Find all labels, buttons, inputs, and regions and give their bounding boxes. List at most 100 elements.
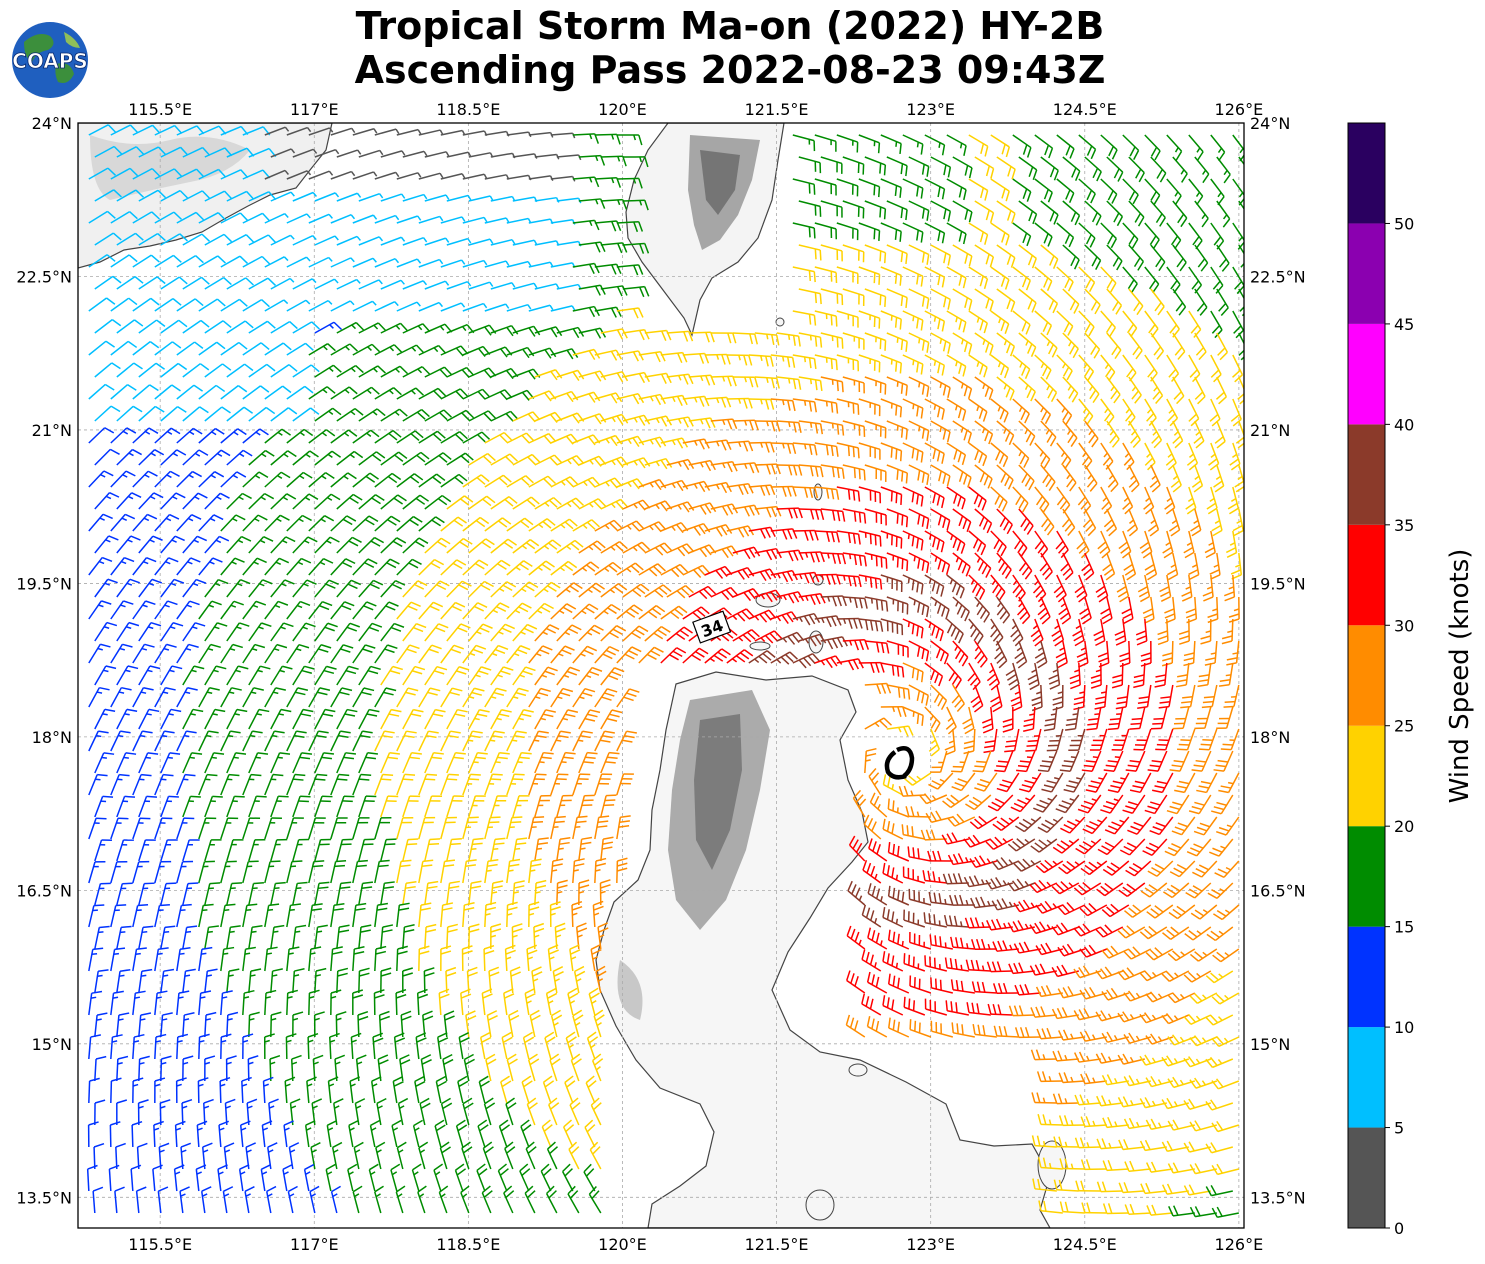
wind-barb bbox=[1194, 332, 1207, 361]
wind-barb bbox=[330, 300, 355, 312]
wind-barb bbox=[198, 255, 226, 268]
wind-barb bbox=[154, 297, 182, 312]
wind-barb bbox=[440, 259, 466, 268]
lat-tick-label-right: 22.5°N bbox=[1250, 267, 1306, 286]
wind-barb bbox=[132, 341, 160, 356]
wind-barb bbox=[198, 168, 227, 180]
colorbar-tick-label: 35 bbox=[1394, 516, 1414, 535]
wind-barb bbox=[1106, 332, 1122, 360]
logo-text: COAPS bbox=[12, 49, 88, 73]
wind-barb bbox=[1078, 266, 1096, 293]
wind-barb bbox=[814, 354, 838, 371]
wind-barb bbox=[116, 275, 144, 290]
wind-barb bbox=[1084, 244, 1102, 270]
wind-barb bbox=[402, 236, 428, 246]
wind-barb bbox=[314, 278, 339, 290]
wind-barb bbox=[1210, 310, 1223, 339]
lat-tick-label-left: 18°N bbox=[32, 728, 72, 747]
wind-barb bbox=[270, 191, 295, 202]
wind-barb bbox=[358, 236, 384, 246]
lat-tick-label-right: 15°N bbox=[1250, 1035, 1290, 1054]
wind-barb bbox=[314, 321, 343, 334]
wind-barb bbox=[396, 344, 425, 356]
wind-barb bbox=[160, 319, 188, 334]
wind-barb bbox=[462, 259, 488, 268]
wind-barb bbox=[484, 217, 510, 224]
wind-barb bbox=[622, 328, 650, 341]
wind-barb bbox=[396, 172, 422, 180]
lon-tick-label-top: 123°E bbox=[906, 100, 955, 119]
wind-barb bbox=[116, 319, 144, 334]
lat-tick-label-left: 13.5°N bbox=[16, 1188, 72, 1207]
wind-barb bbox=[264, 212, 289, 224]
wind-barb bbox=[242, 255, 271, 268]
wind-barb bbox=[908, 200, 930, 221]
wind-barb bbox=[792, 222, 816, 239]
wind-barb bbox=[534, 283, 560, 290]
lon-tick-label-top: 117°E bbox=[290, 100, 339, 119]
wind-barb bbox=[1056, 222, 1075, 248]
wind-barb bbox=[1100, 178, 1118, 204]
lon-tick-label-top: 115.5°E bbox=[128, 100, 192, 119]
wind-barb bbox=[842, 332, 865, 350]
wind-barb bbox=[792, 266, 816, 283]
wind-barb bbox=[132, 297, 160, 312]
wind-barb bbox=[352, 171, 378, 180]
wind-barb bbox=[116, 362, 143, 378]
colorbar-bin bbox=[1348, 424, 1385, 525]
wind-barb bbox=[512, 282, 538, 290]
wind-barb bbox=[1172, 156, 1188, 183]
lat-tick-label-left: 22.5°N bbox=[16, 267, 72, 286]
wind-barb bbox=[418, 258, 444, 268]
wind-barb bbox=[424, 366, 453, 378]
wind-barb bbox=[424, 237, 450, 246]
wind-barb bbox=[182, 233, 211, 246]
wind-barb bbox=[1062, 332, 1079, 359]
wind-barb bbox=[968, 354, 988, 378]
lon-tick-label-top: 118.5°E bbox=[436, 100, 500, 119]
wind-barb bbox=[622, 242, 650, 254]
lon-tick-label-bottom: 118.5°E bbox=[436, 1235, 500, 1254]
wind-barb bbox=[600, 285, 628, 297]
wind-barb bbox=[792, 134, 816, 152]
wind-barb bbox=[182, 319, 210, 334]
wind-barb bbox=[352, 257, 377, 268]
wind-barb bbox=[902, 134, 924, 155]
wind-barb bbox=[204, 147, 233, 158]
wind-barb bbox=[1056, 134, 1075, 159]
wind-barb bbox=[534, 369, 563, 381]
wind-barb bbox=[226, 320, 254, 334]
title-line-1: Tropical Storm Ma-on (2022) HY-2B bbox=[355, 4, 1105, 48]
wind-barb bbox=[330, 127, 356, 136]
wind-barb bbox=[138, 232, 166, 246]
wind-barb bbox=[528, 304, 554, 312]
wind-barb bbox=[110, 124, 139, 136]
wind-barb bbox=[836, 134, 859, 153]
wind-barb bbox=[820, 200, 843, 218]
wind-barb bbox=[1166, 134, 1183, 161]
wind-barb bbox=[264, 299, 289, 312]
wind-barb bbox=[424, 280, 450, 290]
wind-barb bbox=[396, 258, 422, 268]
wind-barb bbox=[968, 310, 988, 334]
wind-barb bbox=[94, 275, 122, 290]
wind-barb bbox=[1084, 200, 1102, 226]
wind-barb bbox=[380, 193, 406, 202]
wind-barb bbox=[1106, 244, 1123, 271]
wind-barb bbox=[990, 178, 1010, 202]
lon-tick-label-top: 124.5°E bbox=[1053, 100, 1117, 119]
lon-tick-label-bottom: 124.5°E bbox=[1053, 1235, 1117, 1254]
wind-barb bbox=[814, 222, 838, 240]
wind-barb bbox=[1144, 266, 1160, 294]
wind-barb bbox=[226, 190, 255, 202]
wind-barb bbox=[798, 288, 822, 305]
wind-barb bbox=[248, 234, 277, 246]
wind-barb bbox=[616, 134, 643, 146]
colorbar-bin bbox=[1348, 1127, 1385, 1228]
wind-barb bbox=[908, 156, 930, 177]
wind-barb bbox=[600, 328, 628, 340]
wind-barb bbox=[1172, 200, 1188, 228]
wind-barb bbox=[88, 167, 117, 180]
babuyan-island-3 bbox=[749, 641, 771, 651]
wind-barb bbox=[198, 341, 226, 356]
